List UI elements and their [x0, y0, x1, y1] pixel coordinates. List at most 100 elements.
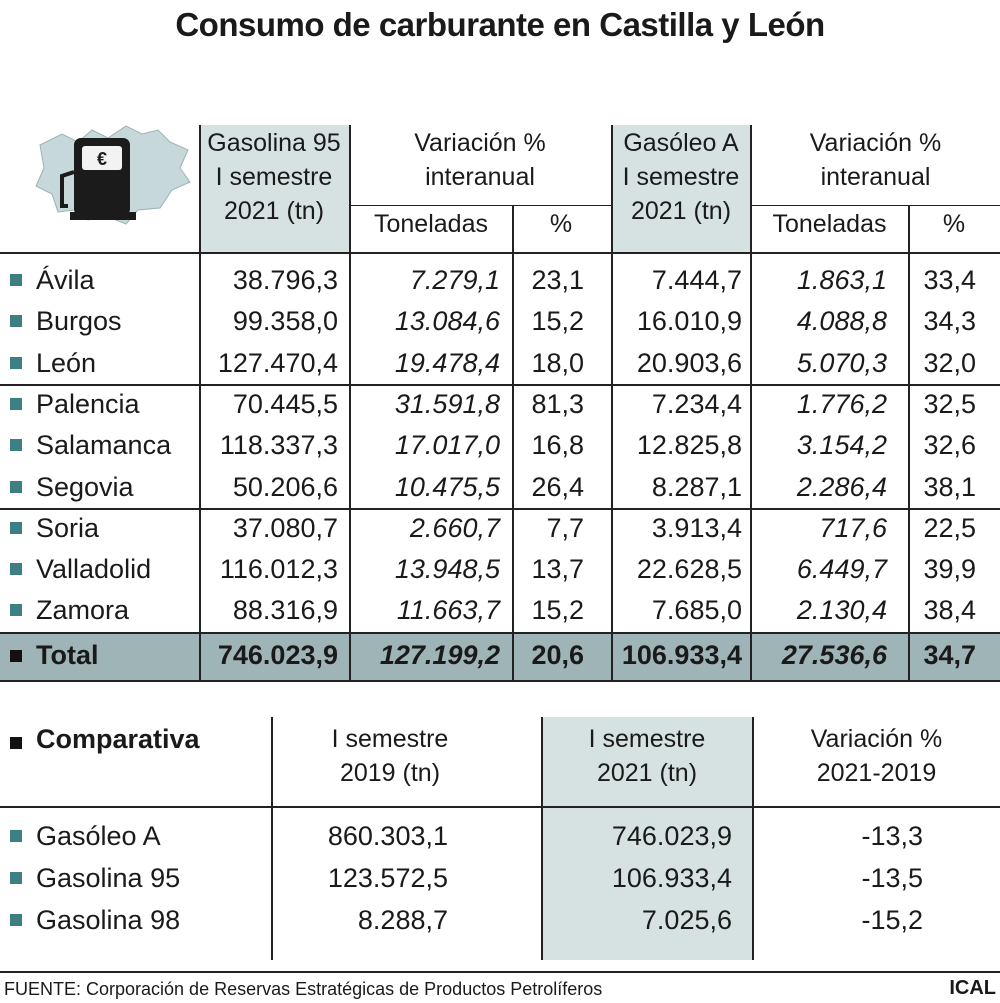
cell-g95: 118.337,3	[219, 430, 338, 460]
comparativa-header-2021: I semestre 2021 (tn)	[588, 725, 706, 787]
cell-g95-var-t: 19.478,4	[394, 348, 500, 378]
cell-g95-var-t: 11.663,7	[396, 595, 500, 625]
cell-g95-var-t: 17.017,0	[394, 430, 500, 460]
cell-g95: 116.012,3	[219, 554, 338, 584]
comparativa-header-2019: I semestre 2019 (tn)	[331, 725, 449, 787]
comparativa-v2021: 746.023,9	[611, 821, 732, 851]
cell-ga-var-p: 38,1	[923, 472, 976, 502]
cell-ga: 12.825,8	[636, 430, 742, 460]
province-label: Ávila	[36, 265, 95, 295]
cell-ga-var-p: 38,4	[923, 595, 976, 625]
cell-ga-var-p: 32,0	[923, 348, 976, 378]
cell-g95-var-t: 13.948,5	[394, 554, 500, 584]
row-bullet	[10, 563, 22, 575]
cell-ga-var-p: 33,4	[923, 265, 976, 295]
cell-ga: 20.903,6	[636, 348, 742, 378]
cell-g95: 50.206,6	[232, 472, 338, 502]
cell-g95-var-p: 26,4	[531, 472, 584, 502]
total-g95-var-p: 20,6	[531, 640, 584, 670]
cell-g95-var-p: 18,0	[531, 348, 584, 378]
comparativa-name: Gasóleo A	[36, 821, 161, 851]
cell-ga-var-t: 1.863,1	[796, 265, 887, 295]
cell-ga-var-t: 3.154,2	[796, 430, 887, 460]
cell-g95-var-p: 23,1	[531, 265, 584, 295]
cell-ga-var-p: 39,9	[923, 554, 976, 584]
cell-g95: 127.470,4	[217, 348, 338, 378]
cell-ga-var-t: 2.130,4	[796, 595, 887, 625]
row-bullet	[10, 315, 22, 327]
province-label: Palencia	[36, 389, 140, 419]
cell-g95: 99.358,0	[232, 306, 338, 336]
cell-ga: 3.913,4	[651, 513, 742, 543]
subheader-pct-gasolina: %	[549, 210, 573, 238]
cell-g95-var-p: 16,8	[531, 430, 584, 460]
total-g95-var-t: 127.199,2	[379, 640, 500, 670]
cell-g95-var-t: 31.591,8	[394, 389, 500, 419]
gasolina-column-shade	[199, 125, 349, 252]
cell-g95: 70.445,5	[232, 389, 338, 419]
comparativa-2021-shade	[542, 717, 752, 960]
cell-g95: 88.316,9	[232, 595, 338, 625]
cell-g95-var-t: 13.084,6	[394, 306, 500, 336]
row-bullet	[10, 604, 22, 616]
cell-ga: 22.628,5	[636, 554, 742, 584]
cell-ga-var-p: 22,5	[923, 513, 976, 543]
source-note: FUENTE: Corporación de Reservas Estratég…	[4, 979, 603, 999]
comparativa-bullet	[10, 737, 22, 749]
comparativa-row-bullet	[10, 914, 22, 926]
cell-g95: 38.796,3	[232, 265, 338, 295]
subheader-pct-gasoleo: %	[942, 210, 966, 238]
row-bullet	[10, 357, 22, 369]
cell-g95-var-t: 7.279,1	[409, 265, 500, 295]
comparativa-header-variacion: Variación % 2021-2019	[810, 725, 943, 787]
cell-g95-var-t: 2.660,7	[409, 513, 500, 543]
cell-g95-var-p: 15,2	[531, 306, 584, 336]
cell-g95-var-p: 15,2	[531, 595, 584, 625]
header-gasolina-95: Gasolina 95 I semestre 2021 (tn)	[207, 129, 341, 225]
province-label: Valladolid	[36, 554, 152, 584]
row-bullet	[10, 274, 22, 286]
comparativa-v2021: 7.025,6	[641, 905, 732, 935]
province-label: León	[36, 348, 97, 378]
cell-ga-var-p: 32,6	[923, 430, 976, 460]
cell-ga-var-t: 2.286,4	[796, 472, 887, 502]
credit-logo: ICAL	[949, 977, 996, 999]
comparativa-row-bullet	[10, 830, 22, 842]
cell-ga: 8.287,1	[651, 472, 742, 502]
province-label: Segovia	[36, 472, 134, 502]
comparativa-v2021: 106.933,4	[611, 863, 732, 893]
province-label: Burgos	[36, 306, 122, 336]
comparativa-v2019: 123.572,5	[327, 863, 448, 893]
cell-ga-var-t: 6.449,7	[796, 554, 887, 584]
cell-g95-var-p: 13,7	[531, 554, 584, 584]
header-variacion-gasolina: Variación % interanual	[414, 129, 546, 191]
comparativa-var: -15,2	[861, 905, 923, 935]
cell-g95: 37.080,7	[232, 513, 338, 543]
cell-ga: 7.685,0	[651, 595, 742, 625]
province-label: Salamanca	[36, 430, 172, 460]
gasoleo-column-shade	[612, 125, 750, 252]
comparativa-var: -13,5	[861, 863, 923, 893]
province-label: Zamora	[36, 595, 130, 625]
cell-ga-var-t: 5.070,3	[796, 348, 887, 378]
cell-g95-var-p: 7,7	[546, 513, 584, 543]
page-title: Consumo de carburante en Castilla y León	[175, 6, 825, 43]
comparativa-v2019: 8.288,7	[357, 905, 448, 935]
total-ga-var-p: 34,7	[923, 640, 976, 670]
svg-text:€: €	[97, 149, 107, 169]
cell-ga-var-t: 717,6	[819, 513, 887, 543]
cell-ga-var-t: 1.776,2	[796, 389, 887, 419]
comparativa-name: Gasolina 98	[36, 905, 181, 935]
province-label: Soria	[36, 513, 100, 543]
comparativa-title: Comparativa	[36, 724, 200, 754]
cell-ga-var-t: 4.088,8	[796, 306, 887, 336]
fuel-pump-euro-map-icon: €	[30, 120, 195, 230]
comparativa-var: -13,3	[861, 821, 923, 851]
comparativa-name: Gasolina 95	[36, 863, 181, 893]
total-label: Total	[36, 640, 99, 670]
comparativa-row-bullet	[10, 872, 22, 884]
total-bullet	[10, 650, 22, 662]
row-bullet	[10, 398, 22, 410]
total-row-band	[0, 634, 1000, 680]
